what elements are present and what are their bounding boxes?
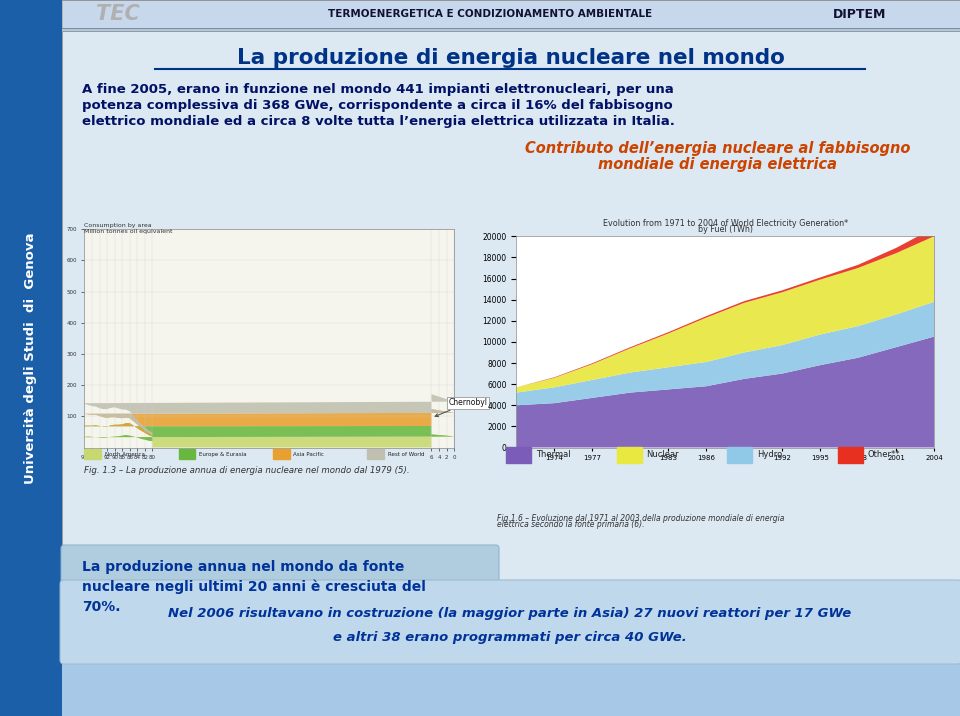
Text: Evolution from 1971 to 2004 of World Electricity Generation*: Evolution from 1971 to 2004 of World Ele… [603, 218, 848, 228]
Text: Europe & Eurasia: Europe & Eurasia [199, 452, 247, 457]
Bar [617, 448, 641, 463]
Bar [273, 448, 290, 459]
Text: by Fuel (TWh): by Fuel (TWh) [698, 225, 753, 234]
Text: La produzione annua nel mondo da fonte: La produzione annua nel mondo da fonte [82, 560, 404, 574]
Text: Rest of World: Rest of World [388, 452, 424, 457]
Text: elettrico mondiale ed a circa 8 volte tutta l’energia elettrica utilizzata in It: elettrico mondiale ed a circa 8 volte tu… [82, 115, 675, 128]
Text: DIPTEM: DIPTEM [833, 7, 887, 21]
FancyBboxPatch shape [60, 580, 960, 664]
Text: Fig.1.6 – Evoluzione dal 1971 al 2003 della produzione mondiale di energia: Fig.1.6 – Evoluzione dal 1971 al 2003 de… [497, 514, 784, 523]
Text: A fine 2005, erano in funzione nel mondo 441 impianti elettronucleari, per una: A fine 2005, erano in funzione nel mondo… [82, 84, 674, 97]
Text: e altri 38 erano programmati per circa 40 GWe.: e altri 38 erano programmati per circa 4… [333, 631, 686, 644]
Text: Consumption by area: Consumption by area [84, 223, 152, 228]
Text: Asia Pacific: Asia Pacific [294, 452, 324, 457]
Bar [84, 448, 101, 459]
FancyBboxPatch shape [62, 0, 960, 28]
Text: nucleare negli ultimi 20 anni è cresciuta del: nucleare negli ultimi 20 anni è cresciut… [82, 580, 426, 594]
Text: Hydro: Hydro [756, 450, 782, 459]
FancyBboxPatch shape [61, 545, 499, 629]
Text: Fig. 1.3 – La produzione annua di energia nucleare nel mondo dal 1979 (5).: Fig. 1.3 – La produzione annua di energi… [84, 465, 410, 475]
Text: Contributo dell’energia nucleare al fabbisogno: Contributo dell’energia nucleare al fabb… [525, 140, 911, 155]
Text: Nel 2006 risultavano in costruzione (la maggior parte in Asia) 27 nuovi reattori: Nel 2006 risultavano in costruzione (la … [168, 606, 852, 619]
Text: potenza complessiva di 368 GWe, corrispondente a circa il 16% del fabbisogno: potenza complessiva di 368 GWe, corrispo… [82, 100, 673, 112]
FancyBboxPatch shape [0, 0, 62, 716]
Text: Università degli Studi  di  Genova: Università degli Studi di Genova [25, 232, 37, 484]
Text: Thermal: Thermal [536, 450, 570, 459]
Text: La produzione di energia nucleare nel mondo: La produzione di energia nucleare nel mo… [237, 48, 785, 68]
Bar [838, 448, 863, 463]
Text: North America: North America [105, 452, 145, 457]
Bar [179, 448, 196, 459]
Text: elettrica secondo la fonte primaria (6).: elettrica secondo la fonte primaria (6). [497, 520, 645, 529]
Text: Other**: Other** [867, 450, 900, 459]
Bar [368, 448, 384, 459]
Text: 70%.: 70%. [82, 600, 121, 614]
Text: Chernobyl: Chernobyl [435, 398, 488, 417]
Bar [728, 448, 753, 463]
Text: mondiale di energia elettrica: mondiale di energia elettrica [598, 158, 837, 173]
Text: Million tonnes oil equivalent: Million tonnes oil equivalent [84, 228, 173, 233]
Text: TEC: TEC [96, 4, 140, 24]
Bar [506, 448, 531, 463]
FancyBboxPatch shape [62, 31, 960, 661]
Text: Nuclear: Nuclear [646, 450, 679, 459]
Text: TERMOENERGETICA E CONDIZIONAMENTO AMBIENTALE: TERMOENERGETICA E CONDIZIONAMENTO AMBIEN… [328, 9, 652, 19]
